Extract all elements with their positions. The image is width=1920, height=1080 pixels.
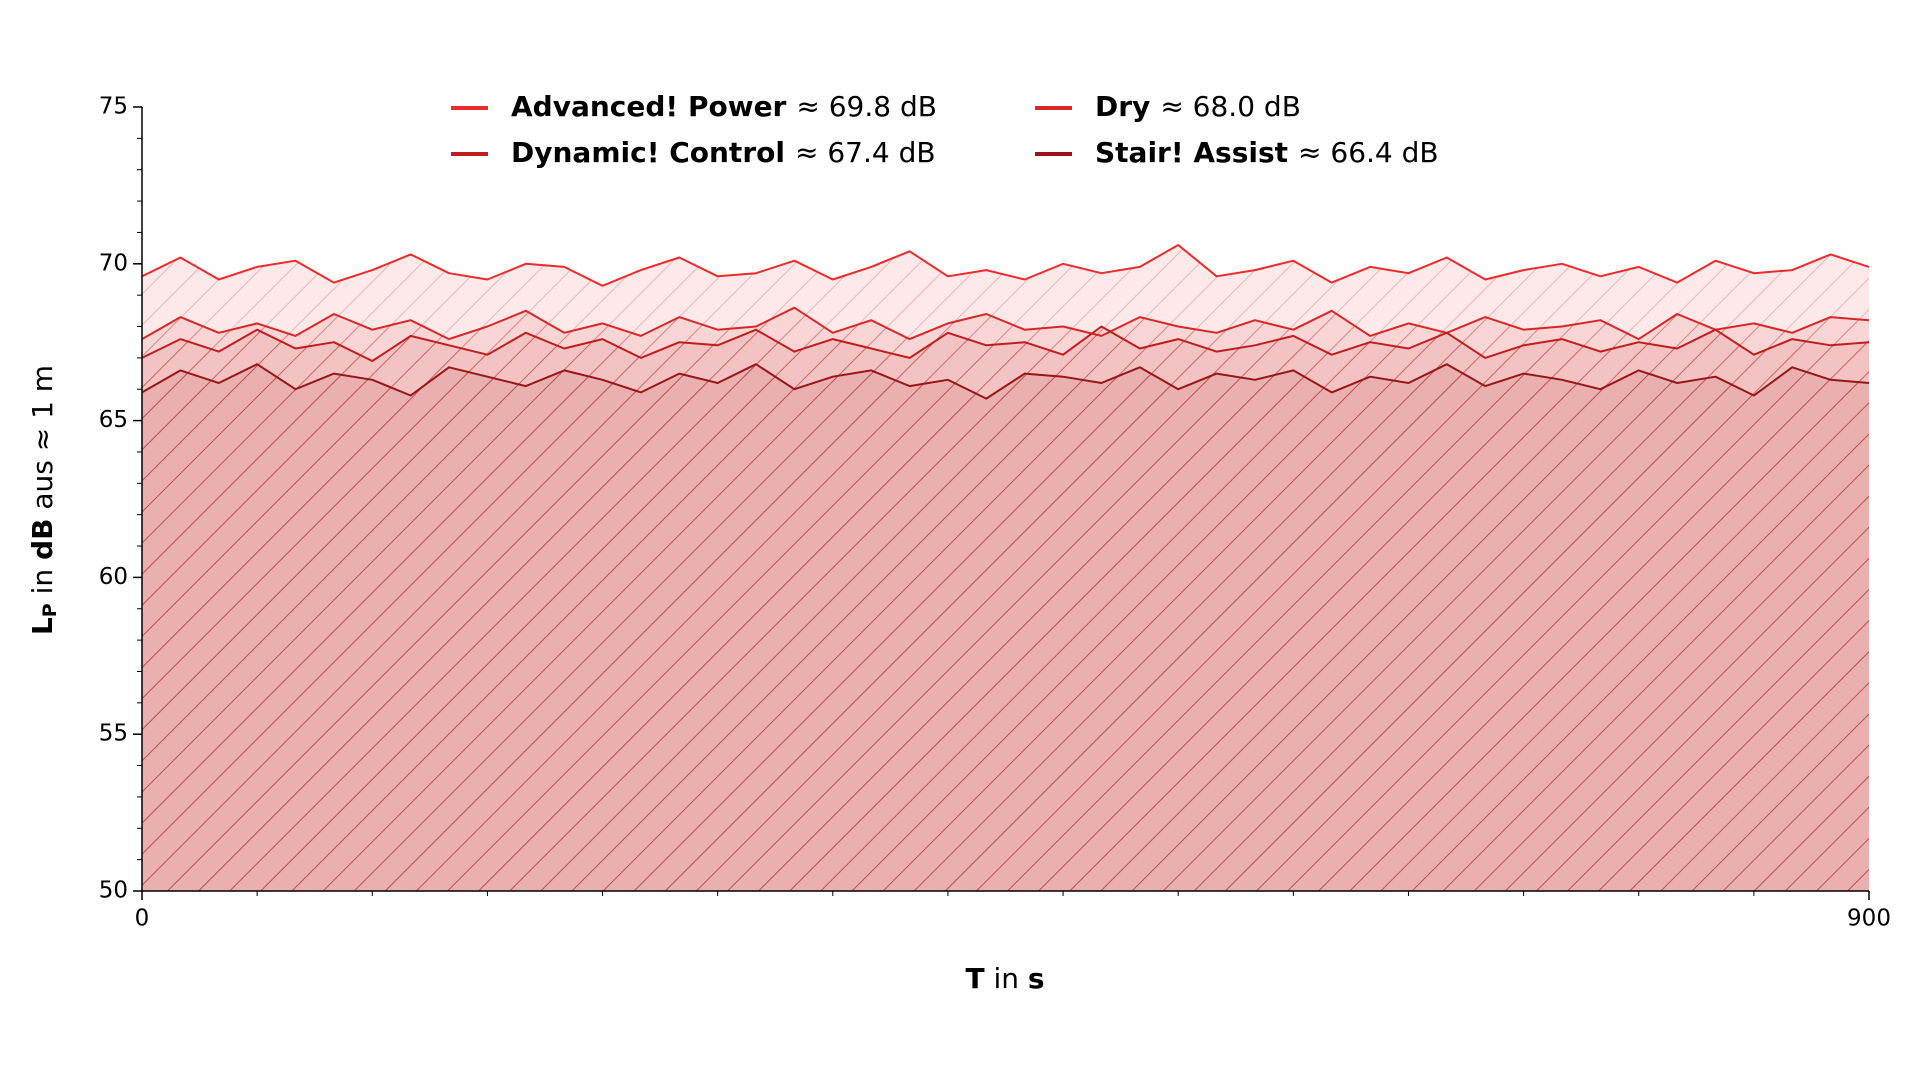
y-axis-label: LP in dB aus ≈ 1 m [26, 365, 61, 635]
series-line [141, 244, 1870, 287]
y-tick-label: 65 [99, 407, 128, 433]
x-tick-label: 0 [135, 906, 150, 932]
legend-entry: Dry ≈ 68.0 dB [1095, 90, 1301, 123]
legend-mean: ≈ 67.4 dB [795, 136, 936, 169]
y-label-part: P [39, 603, 61, 617]
legend-name: Dynamic! Control [511, 136, 785, 169]
y-tick-label: 75 [99, 94, 128, 120]
x-tick-label: 900 [1847, 906, 1891, 932]
y-tick-label: 60 [99, 564, 128, 590]
y-label-part: L [26, 617, 59, 635]
legend-entry: Advanced! Power ≈ 69.8 dB [511, 90, 937, 123]
y-label-part: aus ≈ 1 m [26, 365, 59, 519]
legend-name: Advanced! Power [511, 90, 787, 123]
legend-mean: ≈ 69.8 dB [796, 90, 937, 123]
series-line [141, 363, 1870, 400]
y-label-part: dB [26, 519, 59, 560]
y-tick-label: 70 [99, 250, 128, 276]
axes: 50 55 60 65 70 75 0 900 [99, 94, 1891, 932]
x-axis-label: T in s [965, 962, 1044, 995]
y-tick-label: 50 [99, 878, 128, 904]
legend-name: Dry [1095, 90, 1150, 123]
x-label-part: s [1028, 962, 1045, 995]
area-hatch [142, 364, 1869, 891]
series-line [141, 325, 1870, 362]
legend-mean: ≈ 68.0 dB [1160, 90, 1301, 123]
lines [141, 244, 1870, 400]
y-tick-label: 55 [99, 721, 128, 747]
legend-entry: Dynamic! Control ≈ 67.4 dB [511, 136, 936, 169]
areas [142, 245, 1869, 891]
series-line [141, 306, 1870, 341]
legend-name: Stair! Assist [1095, 136, 1288, 169]
legend: Advanced! Power ≈ 69.8 dB Dry ≈ 68.0 dB Dyna… [451, 90, 1439, 169]
legend-mean: ≈ 66.4 dB [1298, 136, 1439, 169]
x-label-part: in [985, 962, 1028, 995]
y-label-part: in [26, 560, 59, 603]
legend-entry: Stair! Assist ≈ 66.4 dB [1095, 136, 1439, 169]
x-label-part: T [965, 962, 984, 995]
